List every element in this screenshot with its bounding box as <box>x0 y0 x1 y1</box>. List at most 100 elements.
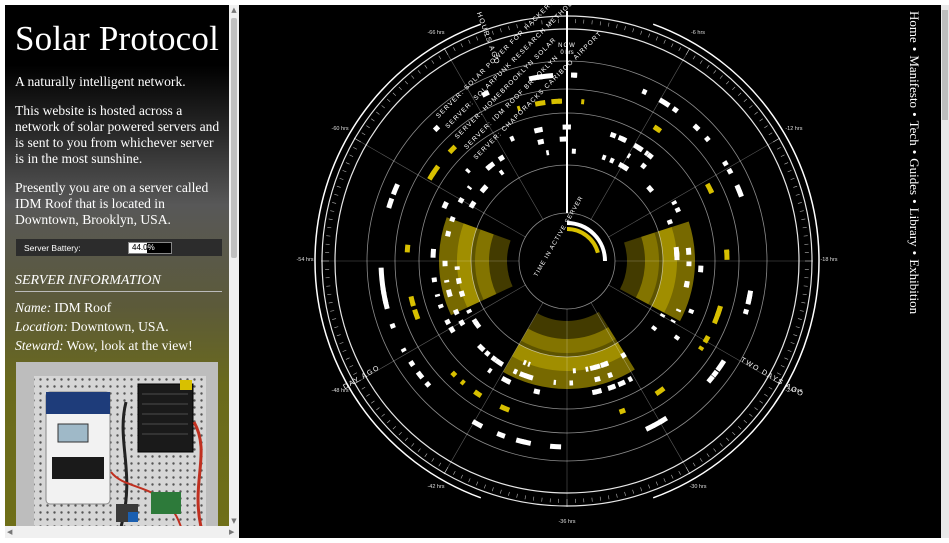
activity-mark <box>592 392 596 393</box>
dial-tick <box>738 93 741 96</box>
activity-mark <box>461 291 463 296</box>
dial-tick <box>453 471 455 475</box>
activity-mark <box>385 298 387 308</box>
activity-mark <box>448 290 450 297</box>
dial-tick <box>732 87 735 90</box>
dial-tick <box>343 350 347 351</box>
activity-mark <box>748 291 750 303</box>
sidebar-scroll-thumb[interactable] <box>231 18 237 258</box>
activity-mark <box>432 166 438 175</box>
activity-mark <box>460 198 462 202</box>
activity-mark <box>737 185 741 196</box>
dial-tick <box>346 163 350 165</box>
nav-link-home[interactable]: Home <box>906 11 922 43</box>
activity-mark <box>489 370 492 372</box>
dial-tick <box>382 105 385 108</box>
activity-mark <box>496 360 503 365</box>
dial-tick <box>387 420 390 423</box>
dial-spoke <box>355 139 526 238</box>
activity-mark <box>628 155 630 156</box>
activity-mark <box>520 374 526 376</box>
activity-mark <box>528 364 530 365</box>
nav-link-exhibition[interactable]: Exhibition <box>906 259 922 314</box>
dial-tick <box>330 310 334 311</box>
activity-mark <box>595 378 600 379</box>
scroll-up-arrow-icon[interactable]: ▲ <box>230 6 238 14</box>
nav-separator: • <box>906 199 922 204</box>
server-name: IDM Roof <box>54 300 111 315</box>
activity-mark <box>673 320 674 322</box>
activity-mark <box>622 139 627 141</box>
nav-link-library[interactable]: Library <box>906 208 922 247</box>
main-scroll-thumb[interactable] <box>942 10 948 120</box>
dial-spoke <box>445 303 544 474</box>
activity-mark <box>444 202 447 208</box>
dial-tick <box>798 202 802 203</box>
dial-tick <box>801 219 805 220</box>
dial-tick <box>796 327 800 328</box>
activity-mark <box>393 184 397 194</box>
activity-mark <box>648 154 652 157</box>
dial-tick <box>332 319 336 320</box>
dial-tick <box>492 487 493 491</box>
server-information-heading: SERVER INFORMATION <box>15 273 222 292</box>
dial-tick <box>329 219 333 220</box>
nav-link-manifesto[interactable]: Manifesto <box>906 55 922 108</box>
battery-label: Server Battery: <box>24 243 81 253</box>
dial-tick <box>382 414 385 417</box>
dial-tick <box>764 394 767 396</box>
hour-label: -42 hrs <box>427 484 444 490</box>
dial-tick <box>327 227 331 228</box>
activity-mark <box>535 102 545 104</box>
dial-tick <box>608 23 609 27</box>
nav-link-tech[interactable]: Tech <box>906 121 922 146</box>
activity-mark <box>729 169 731 173</box>
dial-tick <box>793 186 797 187</box>
activity-mark <box>474 319 475 321</box>
dial-tick <box>334 327 338 328</box>
horizontal-scrollbar[interactable] <box>5 526 239 538</box>
location-label: Location: <box>15 319 68 334</box>
scroll-right-arrow-icon[interactable]: ▶ <box>229 528 234 536</box>
dial-spoke <box>609 139 780 238</box>
dial-tick <box>803 294 807 295</box>
dial-tick <box>600 497 601 501</box>
scroll-down-arrow-icon[interactable]: ▼ <box>230 517 238 525</box>
nav-link-guides[interactable]: Guides <box>906 158 922 195</box>
activity-mark <box>621 356 623 357</box>
scroll-left-arrow-icon[interactable]: ◀ <box>7 528 12 536</box>
sidebar: Solar Protocol A naturally intelligent n… <box>5 5 229 526</box>
dial-tick <box>616 24 617 28</box>
activity-mark <box>655 127 661 131</box>
activity-mark <box>629 378 632 380</box>
activity-mark <box>620 410 626 412</box>
name-label: Name: <box>15 300 51 315</box>
activity-mark <box>455 310 457 315</box>
activity-mark <box>437 294 438 296</box>
dial-tick <box>399 432 402 435</box>
activity-mark <box>642 91 646 93</box>
activity-mark <box>648 187 650 190</box>
dial-tick <box>700 60 702 63</box>
activity-mark <box>450 146 456 152</box>
dial-tick <box>366 394 369 396</box>
server-location-row: Location:Downtown, USA. <box>15 319 169 335</box>
dial-tick <box>461 475 463 479</box>
activity-mark <box>434 278 435 283</box>
dial-tick <box>671 475 673 479</box>
dial-tick <box>769 133 772 135</box>
dial-tick <box>788 350 792 351</box>
site-title[interactable]: Solar Protocol <box>15 19 219 59</box>
hour-label: -12 hrs <box>785 126 802 132</box>
nav-list: Home•Manifesto•Tech•Guides•Library•Exhib… <box>906 11 922 314</box>
activity-mark <box>688 248 689 255</box>
hour-label: -66 hrs <box>427 30 444 36</box>
dial-tick <box>330 211 334 212</box>
dial-tick <box>625 492 626 496</box>
dial-tick <box>679 471 681 475</box>
activity-mark <box>676 336 678 339</box>
dial-tick <box>720 443 723 446</box>
dial-tick <box>693 463 695 466</box>
nav-separator: • <box>906 112 922 117</box>
server-name-row: Name:IDM Roof <box>15 300 111 316</box>
